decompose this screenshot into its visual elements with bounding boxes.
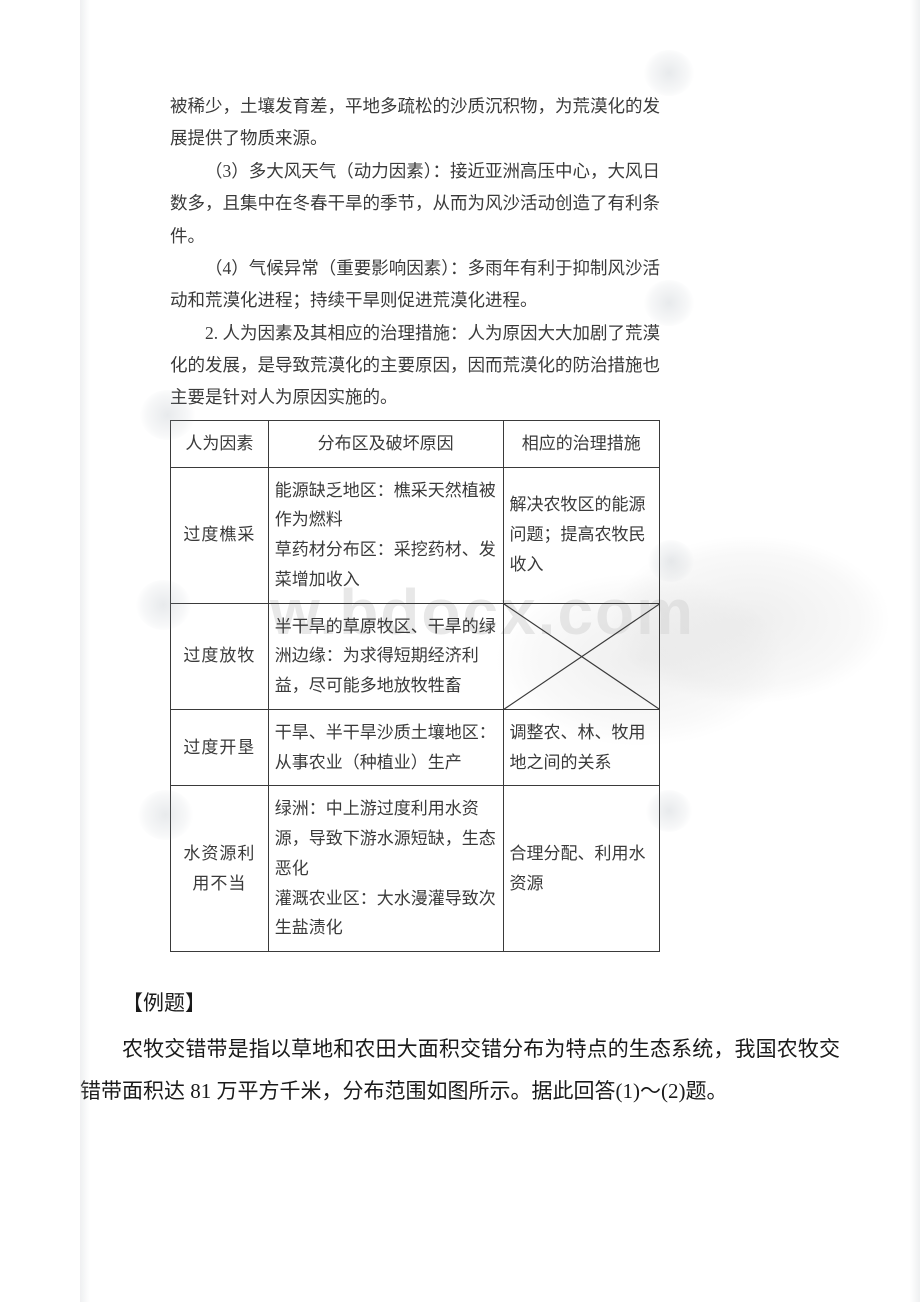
- table-cell-factor: 水资源利用不当: [171, 786, 269, 952]
- table-header-cell: 相应的治理措施: [503, 420, 659, 467]
- table-cell-measure: 调整农、林、牧用地之间的关系: [503, 709, 659, 786]
- question-block: 【例题】 农牧交错带是指以草地和农田大面积交错分布为特点的生态系统，我国农牧交错…: [80, 982, 840, 1112]
- section-heading: 【例题】: [80, 982, 840, 1024]
- table-body: 过度樵采能源缺乏地区：樵采天然植被作为燃料草药材分布区：采挖药材、发菜增加收入解…: [171, 467, 660, 952]
- table-cell-reason: 干旱、半干旱沙质土壤地区：从事农业（种植业）生产: [268, 709, 503, 786]
- page-container: w.bdocx.com 被稀少，土壤发育差，平地多疏松的沙质沉积物，为荒漠化的发…: [0, 0, 920, 1302]
- table-cell-measure: [503, 603, 659, 709]
- table-cell-measure: 解决农牧区的能源问题；提高农牧民收入: [503, 467, 659, 603]
- scan-paragraph: （3）多大风天气（动力因素）：接近亚洲高压中心，大风日数多，且集中在冬春干旱的季…: [170, 155, 660, 252]
- table-cell-measure: 合理分配、利用水资源: [503, 786, 659, 952]
- diagonal-cross-icon: [504, 604, 659, 709]
- table-row: 过度放牧半干旱的草原牧区、干旱的绿洲边缘：为求得短期经济利益，尽可能多地放牧牲畜: [171, 603, 660, 709]
- scan-paragraph: 被稀少，土壤发育差，平地多疏松的沙质沉积物，为荒漠化的发展提供了物质来源。: [170, 90, 660, 155]
- table-cell-reason: 半干旱的草原牧区、干旱的绿洲边缘：为求得短期经济利益，尽可能多地放牧牲畜: [268, 603, 503, 709]
- scan-edge-right: [910, 0, 920, 1302]
- scanned-text-block: 被稀少，土壤发育差，平地多疏松的沙质沉积物，为荒漠化的发展提供了物质来源。 （3…: [170, 90, 660, 952]
- table-cell-factor: 过度樵采: [171, 467, 269, 603]
- question-paragraph: 农牧交错带是指以草地和农田大面积交错分布为特点的生态系统，我国农牧交错带面积达 …: [80, 1028, 840, 1112]
- table-row: 过度樵采能源缺乏地区：樵采天然植被作为燃料草药材分布区：采挖药材、发菜增加收入解…: [171, 467, 660, 603]
- table-cell-factor: 过度开垦: [171, 709, 269, 786]
- table-cell-reason: 能源缺乏地区：樵采天然植被作为燃料草药材分布区：采挖药材、发菜增加收入: [268, 467, 503, 603]
- table-cell-factor: 过度放牧: [171, 603, 269, 709]
- table-row: 过度开垦干旱、半干旱沙质土壤地区：从事农业（种植业）生产调整农、林、牧用地之间的…: [171, 709, 660, 786]
- scan-paragraph: （4）气候异常（重要影响因素）：多雨年有利于抑制风沙活动和荒漠化进程；持续干旱则…: [170, 252, 660, 317]
- table-row: 水资源利用不当绿洲：中上游过度利用水资源，导致下游水源短缺，生态恶化灌溉农业区：…: [171, 786, 660, 952]
- table-header-row: 人为因素 分布区及破坏原因 相应的治理措施: [171, 420, 660, 467]
- factors-table: 人为因素 分布区及破坏原因 相应的治理措施 过度樵采能源缺乏地区：樵采天然植被作…: [170, 420, 660, 952]
- table-header-cell: 分布区及破坏原因: [268, 420, 503, 467]
- table-header-cell: 人为因素: [171, 420, 269, 467]
- table-cell-reason: 绿洲：中上游过度利用水资源，导致下游水源短缺，生态恶化灌溉农业区：大水漫灌导致次…: [268, 786, 503, 952]
- scan-paragraph: 2. 人为因素及其相应的治理措施：人为原因大大加剧了荒漠化的发展，是导致荒漠化的…: [170, 317, 660, 414]
